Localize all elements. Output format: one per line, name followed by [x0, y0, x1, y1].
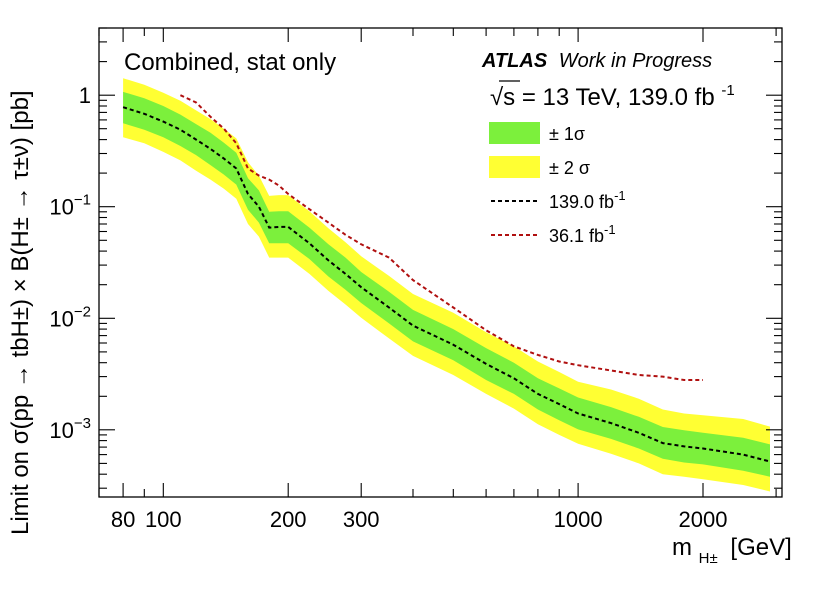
x-axis-title: m H± [GeV] [672, 534, 792, 569]
legend-label: ± 1σ [549, 124, 585, 144]
x-axis-main: m [672, 534, 692, 561]
legend-label: ± 2 σ [549, 158, 590, 178]
legend-swatch [489, 122, 540, 144]
x-tick-label: 1000 [554, 507, 603, 532]
x-axis-unit: [GeV] [730, 534, 791, 561]
axis-tick-labels: 80 100 200 300 1000 2000 1 10−1 10−2 10−3 [49, 83, 727, 532]
band-one-sigma [123, 91, 771, 477]
uncertainty-bands [123, 78, 771, 492]
y-axis-title: Limit on σ(pp → tbH±) × B(H± → τ±ν) [pb] [7, 90, 34, 535]
y-tick-label: 10−3 [49, 415, 91, 443]
x-axis-sub: H± [699, 550, 718, 567]
legend-label: 139.0 fb-1 [549, 188, 626, 212]
limit-curves [122, 94, 771, 463]
atlas-label: ATLAS Work in Progress [481, 50, 712, 72]
x-tick-label: 80 [111, 507, 135, 532]
energy-sup: -1 [721, 82, 734, 99]
experiment-name: ATLAS [481, 50, 548, 72]
expected-limit-36-line [179, 94, 703, 381]
y-tick-label: 10−1 [49, 192, 91, 220]
x-tick-label: 2000 [679, 507, 728, 532]
expected-limit-139-line [122, 106, 771, 463]
x-tick-label: 300 [343, 507, 380, 532]
status-label: Work in Progress [559, 50, 712, 72]
axis-ticks [98, 27, 782, 497]
legend: ± 1σ ± 2 σ 139.0 fb-1 36.1 fb-1 [489, 122, 626, 246]
y-tick-label: 10−2 [49, 303, 91, 331]
legend-swatch [489, 156, 540, 178]
plot-frame [98, 27, 783, 498]
x-tick-label: 200 [270, 507, 307, 532]
x-tick-label: 100 [145, 507, 182, 532]
y-tick-label: 1 [79, 83, 91, 108]
energy-label: √s = 13 TeV, 139.0 fb -1 [490, 82, 735, 111]
annotation-left: Combined, stat only [124, 49, 336, 76]
energy-text: √s = 13 TeV, 139.0 fb [490, 84, 715, 111]
legend-label: 36.1 fb-1 [549, 222, 616, 246]
